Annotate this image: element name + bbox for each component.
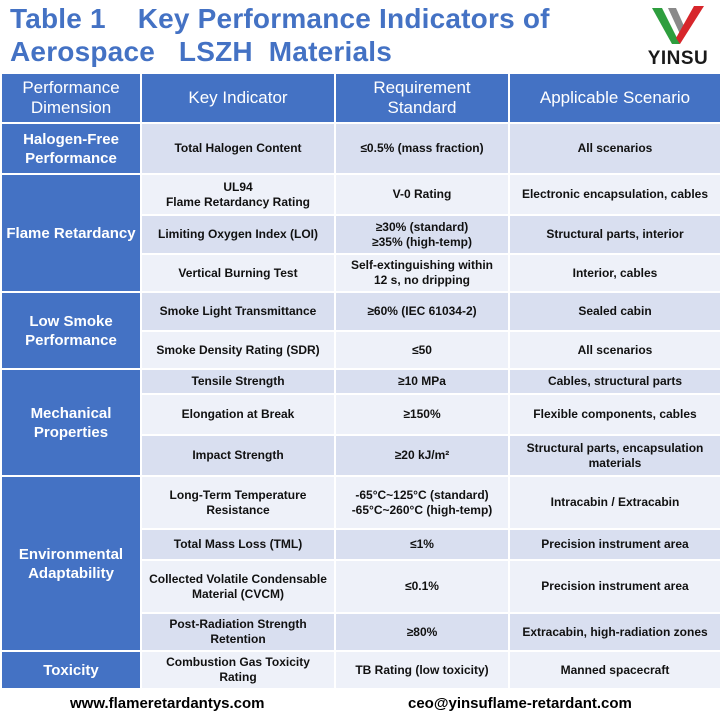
- page-title-line-1: Table 1 Key Performance Indicators of: [10, 3, 550, 34]
- table-header-row: Performance Dimension Key Indicator Requ…: [0, 72, 720, 124]
- dimension-cell: Flame Retardancy: [0, 173, 142, 293]
- requirement-cell: ≥30% (standard) ≥35% (high-temp): [334, 214, 510, 255]
- table-row: Low Smoke Performance Smoke Light Transmi…: [0, 291, 720, 370]
- dimension-cell: Environmental Adaptability: [0, 475, 142, 652]
- table-row: Collected Volatile Condensable Material …: [1, 559, 720, 614]
- page-title-line-2: Aerospace LSZH Materials: [10, 36, 392, 67]
- indicator-cell: Limiting Oxygen Index (LOI): [140, 214, 336, 255]
- requirement-cell: V-0 Rating: [334, 173, 510, 216]
- yinsu-logo: YINSU: [642, 4, 714, 70]
- scenario-cell: Extracabin, high-radiation zones: [508, 612, 720, 652]
- requirement-cell: ≥20 kJ/m²: [334, 434, 510, 477]
- table-row: Flame Retardancy UL94 Flame Retardancy Ra…: [0, 173, 720, 293]
- kpi-table-body: Halogen-Free Performance Total Halogen Co…: [0, 122, 720, 690]
- scenario-cell: Intracabin / Extracabin: [508, 475, 720, 530]
- table-row: Impact Strength ≥20 kJ/m² Structural parts…: [1, 434, 720, 477]
- scenario-cell: All scenarios: [508, 122, 720, 175]
- footer: www.flameretardantys.com ceo@yinsuflame-…: [0, 690, 720, 720]
- scenario-cell: Electronic encapsulation, cables: [508, 173, 720, 216]
- dimension-cell: Low Smoke Performance: [0, 291, 142, 370]
- table-row: Environmental Adaptability Long-Term Temp…: [0, 475, 720, 652]
- table-row: Elongation at Break ≥150% Flexible compone…: [1, 393, 720, 436]
- logo-text: YINSU: [647, 48, 709, 69]
- indicator-cell: Long-Term Temperature Resistance: [140, 475, 336, 530]
- indicator-cell: Impact Strength: [140, 434, 336, 477]
- logo-v-mark-icon: [652, 6, 704, 44]
- requirement-cell: ≥10 MPa: [334, 368, 510, 395]
- table-row: Total Mass Loss (TML) ≤1% Precision instru…: [1, 528, 720, 561]
- dimension-cell: Halogen-Free Performance: [0, 122, 142, 175]
- requirement-cell: TB Rating (low toxicity): [334, 650, 510, 690]
- header-requirement-standard: Requirement Standard: [334, 72, 510, 124]
- scenario-cell: Structural parts, encapsulation material…: [508, 434, 720, 477]
- indicator-cell: Tensile Strength: [140, 368, 336, 395]
- title-area: Table 1 Key Performance Indicators of Ae…: [0, 0, 720, 72]
- requirement-cell: ≤0.1%: [334, 559, 510, 614]
- table-row: Post-Radiation Strength Retention ≥80% Ext…: [1, 612, 720, 652]
- table-row: Halogen-Free Performance Total Halogen Co…: [0, 122, 720, 175]
- kpi-table: Performance Dimension Key Indicator Requ…: [0, 72, 720, 690]
- table-row: Limiting Oxygen Index (LOI) ≥30% (standar…: [1, 214, 720, 255]
- requirement-cell: ≤0.5% (mass fraction): [334, 122, 510, 175]
- scenario-cell: Manned spacecraft: [508, 650, 720, 690]
- scenario-cell: All scenarios: [508, 330, 720, 370]
- footer-email: ceo@yinsuflame-retardant.com: [408, 695, 632, 712]
- requirement-cell: ≥150%: [334, 393, 510, 436]
- scenario-cell: Precision instrument area: [508, 559, 720, 614]
- header-key-indicator: Key Indicator: [140, 72, 336, 124]
- indicator-cell: UL94 Flame Retardancy Rating: [140, 173, 336, 216]
- table-row: Toxicity Combustion Gas Toxicity Rating TB…: [0, 650, 720, 690]
- requirement-cell: ≤1%: [334, 528, 510, 561]
- indicator-cell: Vertical Burning Test: [140, 253, 336, 293]
- table-row: Mechanical Properties Tensile Strength ≥10…: [0, 368, 720, 477]
- indicator-cell: Total Mass Loss (TML): [140, 528, 336, 561]
- table-row: Vertical Burning Test Self-extinguishing …: [1, 253, 720, 293]
- scenario-cell: Precision instrument area: [508, 528, 720, 561]
- indicator-cell: Combustion Gas Toxicity Rating: [140, 650, 336, 690]
- indicator-cell: Elongation at Break: [140, 393, 336, 436]
- dimension-cell: Mechanical Properties: [0, 368, 142, 477]
- table-row: Smoke Density Rating (SDR) ≤50 All scenari…: [1, 330, 720, 370]
- indicator-cell: Total Halogen Content: [140, 122, 336, 175]
- requirement-cell: ≥80%: [334, 612, 510, 652]
- indicator-cell: Smoke Light Transmittance: [140, 291, 336, 332]
- indicator-cell: Smoke Density Rating (SDR): [140, 330, 336, 370]
- scenario-cell: Cables, structural parts: [508, 368, 720, 395]
- requirement-cell: ≤50: [334, 330, 510, 370]
- requirement-cell: Self-extinguishing within 12 s, no dripp…: [334, 253, 510, 293]
- footer-website: www.flameretardantys.com: [70, 695, 265, 712]
- requirement-cell: -65°C~125°C (standard) -65°C~260°C (high…: [334, 475, 510, 530]
- scenario-cell: Flexible components, cables: [508, 393, 720, 436]
- scenario-cell: Structural parts, interior: [508, 214, 720, 255]
- header-applicable-scenario: Applicable Scenario: [508, 72, 720, 124]
- indicator-cell: Collected Volatile Condensable Material …: [140, 559, 336, 614]
- header-performance-dimension: Performance Dimension: [0, 72, 142, 124]
- indicator-cell: Post-Radiation Strength Retention: [140, 612, 336, 652]
- requirement-cell: ≥60% (IEC 61034-2): [334, 291, 510, 332]
- scenario-cell: Interior, cables: [508, 253, 720, 293]
- dimension-cell: Toxicity: [0, 650, 142, 690]
- scenario-cell: Sealed cabin: [508, 291, 720, 332]
